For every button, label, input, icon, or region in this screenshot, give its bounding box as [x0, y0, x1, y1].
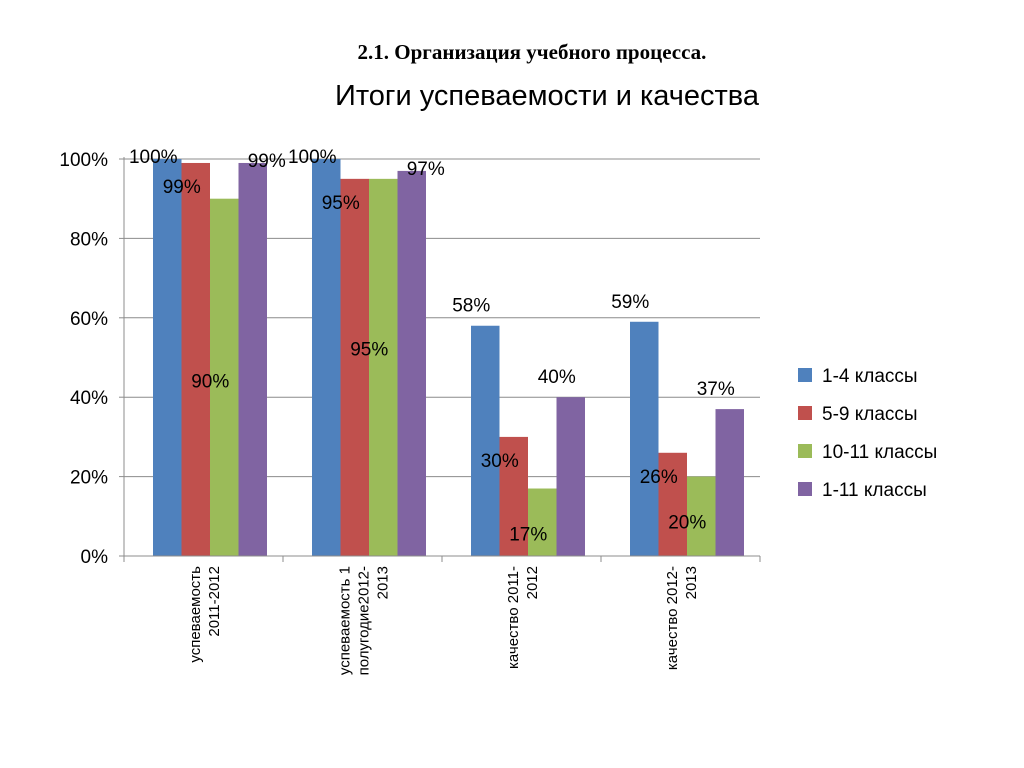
bar — [340, 178, 369, 556]
x-tick-label: качество 2012- 2013 — [664, 566, 700, 670]
data-label: 20% — [668, 513, 706, 534]
bar — [687, 476, 716, 556]
x-tick-label-line: успеваемость 1 — [337, 566, 354, 675]
bar — [153, 159, 182, 556]
data-label: 99% — [163, 177, 201, 198]
x-tick-label: успеваемость 1 полугодие2012- 2013 — [337, 566, 392, 675]
x-tick-label: успеваемость 2011-2012 — [187, 566, 223, 663]
data-label: 40% — [538, 367, 576, 388]
y-tick-label: 100% — [59, 150, 108, 171]
x-tick-label-line: 2012 — [524, 566, 541, 599]
bar — [471, 325, 500, 556]
data-label: 17% — [509, 525, 547, 546]
bar — [499, 436, 528, 556]
x-tick-label-line: качество 2011- — [505, 566, 522, 669]
x-tick-label-line: 2011-2012 — [206, 566, 223, 637]
x-tick-label-line: полугодие2012- — [356, 566, 373, 675]
data-label: 97% — [407, 159, 445, 180]
bar — [238, 162, 267, 556]
chart-title: Итоги успеваемости и качества — [334, 80, 759, 112]
legend-label: 1-4 классы — [822, 366, 918, 387]
bar — [181, 162, 210, 556]
slide-heading: 2.1. Организация учебного процесса. — [357, 40, 707, 64]
data-label: 95% — [322, 193, 360, 214]
x-tick-label-line: 2013 — [683, 566, 700, 599]
y-tick-label: 60% — [70, 309, 108, 330]
bar — [397, 170, 426, 556]
data-label: 99% — [248, 151, 286, 172]
bar — [210, 198, 239, 556]
legend-label: 10-11 классы — [822, 442, 937, 463]
y-tick-label: 20% — [70, 468, 108, 489]
x-tick-label-line: 2013 — [375, 566, 392, 599]
x-tick-label-line: качество 2012- — [664, 566, 681, 670]
y-tick-label: 40% — [70, 388, 108, 409]
bar — [369, 178, 398, 556]
y-tick-label: 80% — [70, 229, 108, 250]
data-label: 100% — [288, 147, 337, 168]
legend-swatch — [798, 406, 812, 420]
data-label: 58% — [452, 296, 490, 317]
bar — [658, 452, 687, 556]
bar — [715, 409, 744, 556]
legend-swatch — [798, 368, 812, 382]
data-label: 59% — [611, 292, 649, 313]
y-tick-label: 0% — [81, 547, 109, 568]
legend-swatch — [798, 444, 812, 458]
x-tick-label: качество 2011- 2012 — [505, 566, 541, 669]
bar — [312, 159, 341, 556]
data-label: 26% — [640, 467, 678, 488]
legend-label: 5-9 классы — [822, 404, 918, 425]
x-tick-label-line: успеваемость — [187, 566, 204, 663]
data-label: 95% — [350, 339, 388, 360]
data-label: 30% — [481, 451, 519, 472]
bar — [528, 488, 557, 556]
bar — [556, 397, 585, 556]
data-label: 100% — [129, 147, 178, 168]
data-label: 90% — [191, 371, 229, 392]
data-label: 37% — [697, 379, 735, 400]
legend-swatch — [798, 482, 812, 496]
legend-label: 1-11 классы — [822, 480, 927, 501]
bar — [630, 321, 659, 556]
